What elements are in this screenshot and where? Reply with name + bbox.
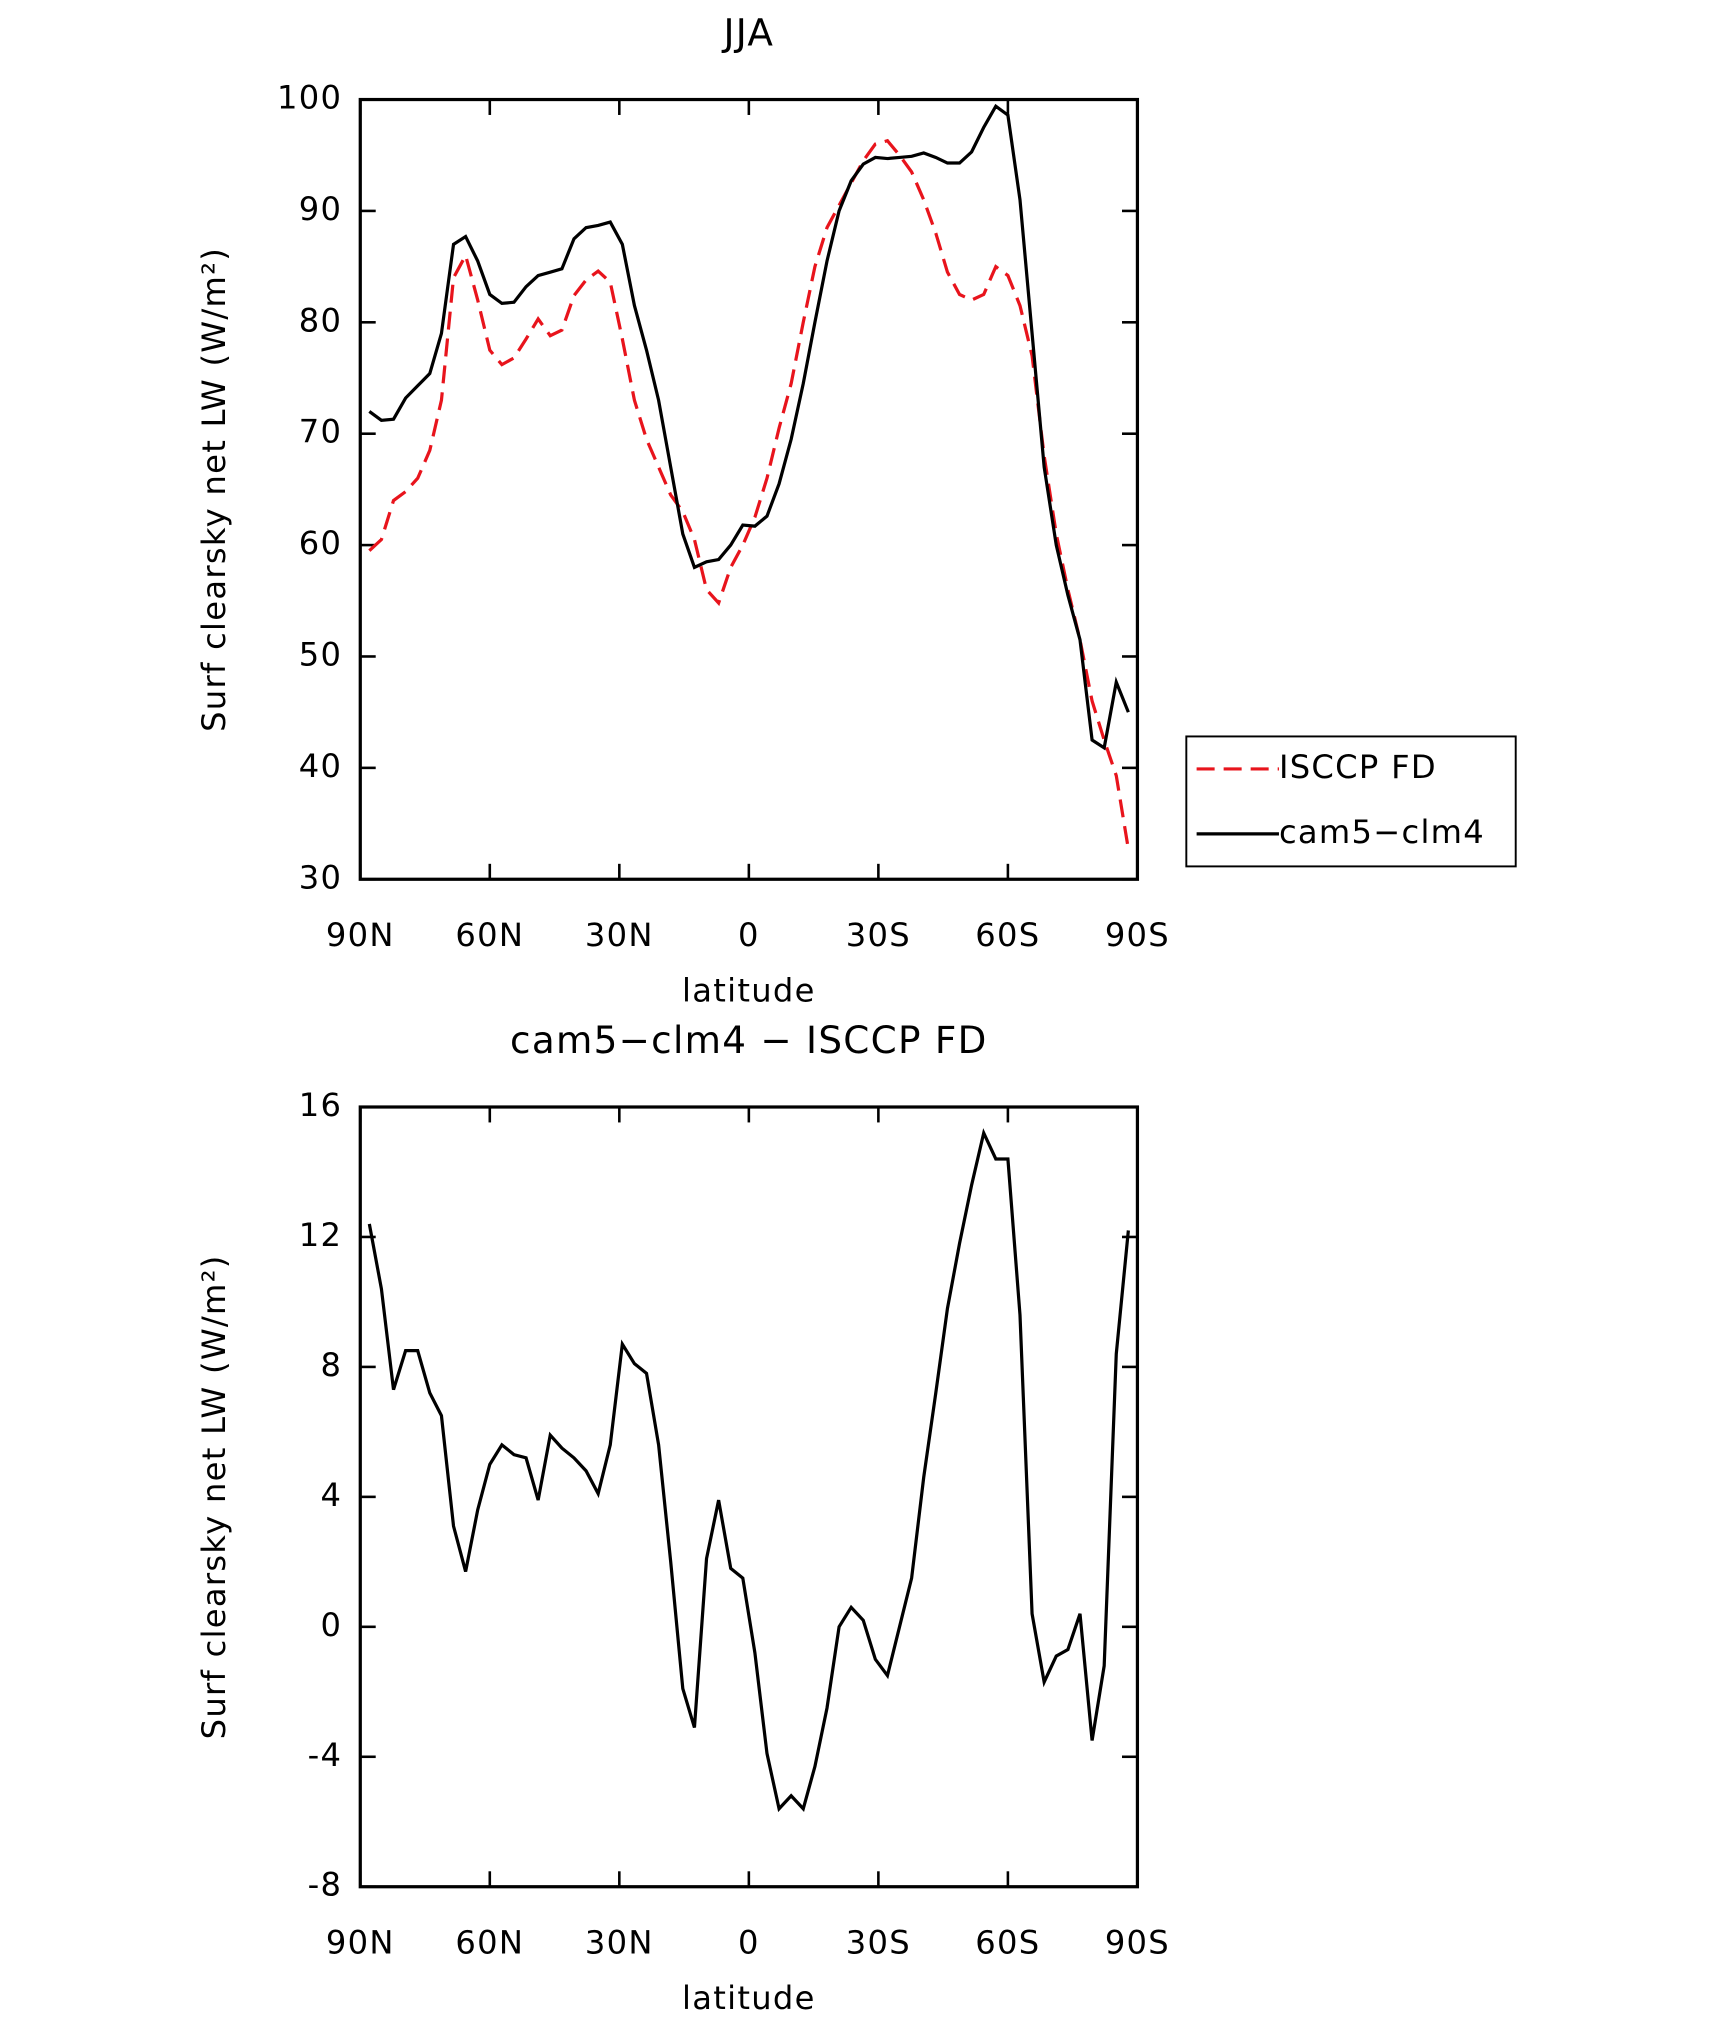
data-line — [367, 1128, 1130, 1813]
y-tick-label: 12 — [299, 1216, 342, 1254]
y-tick-label: 80 — [299, 301, 342, 339]
y-tick-label: 90 — [299, 190, 342, 228]
legend-box — [1185, 735, 1517, 868]
x-tick-label: 60N — [455, 1924, 524, 1962]
y-tick-label: 4 — [321, 1476, 343, 1514]
x-tick-label: 60S — [975, 916, 1040, 954]
plot-frame — [358, 97, 1140, 881]
x-tick-label: 0 — [738, 1924, 760, 1962]
data-line — [368, 138, 1130, 850]
legend-label: cam5−clm4 — [1279, 813, 1485, 851]
y-tick-label: 50 — [299, 635, 342, 673]
y-tick-label: 8 — [321, 1346, 343, 1384]
y-axis-label: Surf clearsky net LW (W/m²) — [195, 247, 233, 732]
x-tick-label: 90S — [1105, 916, 1170, 954]
x-tick-label: 30S — [846, 916, 911, 954]
x-tick-label: 60S — [975, 1924, 1040, 1962]
x-axis-label: latitude — [682, 1979, 816, 2017]
y-tick-label: 100 — [277, 79, 342, 117]
chart-title: JJA — [721, 11, 774, 55]
x-tick-label: 90S — [1105, 1924, 1170, 1962]
y-tick-label: -4 — [308, 1736, 343, 1774]
y-tick-label: 40 — [299, 747, 342, 785]
x-tick-label: 30N — [585, 1924, 654, 1962]
legend-label: ISCCP FD — [1279, 748, 1437, 786]
y-tick-label: 70 — [299, 413, 342, 451]
x-tick-label: 30S — [846, 1924, 911, 1962]
x-tick-label: 0 — [738, 916, 760, 954]
x-tick-label: 90N — [326, 916, 395, 954]
y-tick-label: 16 — [299, 1086, 342, 1124]
x-tick-label: 60N — [455, 916, 524, 954]
x-tick-label: 90N — [326, 1924, 395, 1962]
y-tick-label: 0 — [321, 1606, 343, 1644]
y-tick-label: -8 — [308, 1866, 343, 1904]
x-axis-label: latitude — [682, 971, 816, 1009]
chart-title: cam5−clm4 − ISCCP FD — [510, 1018, 988, 1062]
plot-frame — [358, 1105, 1140, 1889]
y-axis-label: Surf clearsky net LW (W/m²) — [195, 1254, 233, 1739]
y-tick-label: 30 — [299, 858, 342, 896]
y-tick-label: 60 — [299, 524, 342, 562]
data-line — [368, 103, 1130, 751]
x-tick-label: 30N — [585, 916, 654, 954]
